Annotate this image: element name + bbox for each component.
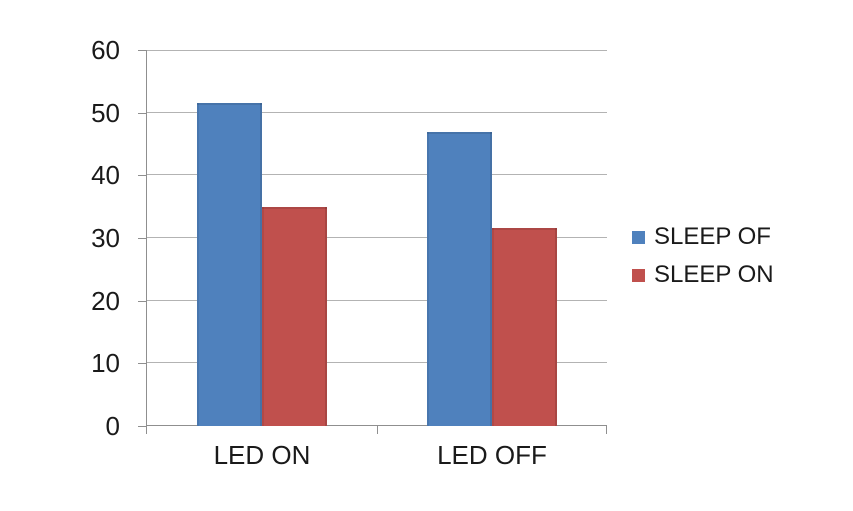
bar-sleep-on-led-off [492,227,557,426]
y-tick-label-60: 60 [91,35,120,65]
bar-sleep-of-led-on [197,102,262,426]
legend-swatch-sleep-on [632,268,645,282]
gridline-60 [147,50,607,51]
y-tick-mark-50 [138,112,147,114]
y-tick-mark-30 [138,238,147,239]
y-tick-mark-10 [138,363,147,365]
y-tick-mark-0 [138,426,147,427]
x-tick-mark-1 [377,426,378,434]
x-tick-mark-0 [146,426,147,434]
y-tick-label-20: 20 [91,285,120,316]
legend-item-sleep-on: SLEEP ON [632,256,774,294]
bar-sleep-of-led-off [427,132,492,426]
legend-swatch-sleep-of [632,230,645,244]
gridline-30 [147,237,607,238]
gridline-40 [147,174,607,176]
x-tick-mark-2 [606,426,607,434]
x-axis-line [146,425,607,426]
legend-label-sleep-of: SLEEP OF [654,223,771,250]
y-tick-mark-60 [138,50,147,51]
y-tick-label-30: 30 [91,223,120,253]
y-tick-label-40: 40 [91,160,120,191]
gridline-10 [147,362,607,364]
legend: SLEEP OF SLEEP ON [632,218,774,294]
plot-area [146,50,607,434]
category-label-led-off: LED OFF [437,440,547,470]
y-tick-mark-40 [138,175,147,177]
y-tick-label-50: 50 [91,97,120,128]
legend-label-sleep-on: SLEEP ON [654,261,774,288]
bar-sleep-on-led-on [262,207,327,426]
y-tick-label-10: 10 [91,348,120,379]
y-tick-label-0: 0 [105,411,120,441]
gridline-50 [147,111,607,113]
y-tick-mark-20 [138,300,147,302]
gridline-20 [147,299,607,301]
category-label-led-on: LED ON [213,440,311,470]
legend-item-sleep-of: SLEEP OF [632,218,774,256]
y-axis-line [146,50,147,434]
